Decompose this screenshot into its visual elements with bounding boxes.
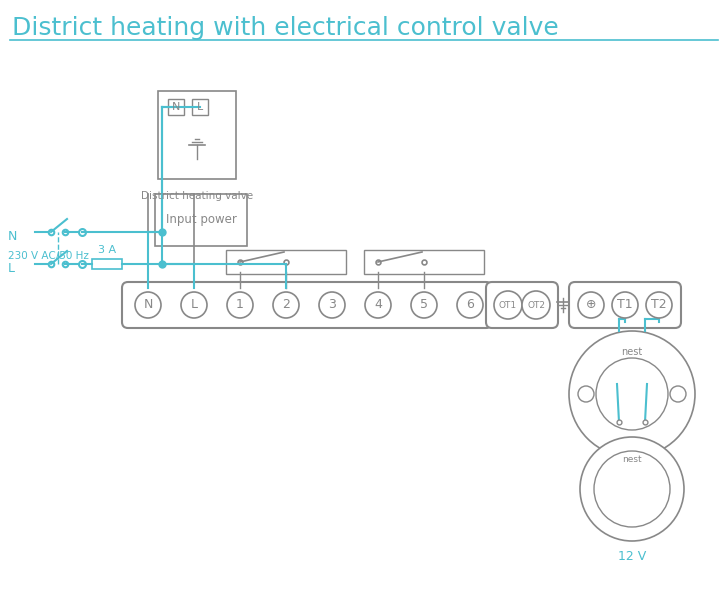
- Circle shape: [612, 292, 638, 318]
- Circle shape: [646, 292, 672, 318]
- Text: 3: 3: [328, 299, 336, 311]
- Text: ⊕: ⊕: [586, 299, 596, 311]
- FancyBboxPatch shape: [92, 259, 122, 269]
- Circle shape: [569, 331, 695, 457]
- Text: L: L: [8, 262, 15, 275]
- Circle shape: [319, 292, 345, 318]
- Text: N: N: [143, 299, 153, 311]
- Circle shape: [457, 292, 483, 318]
- Text: T1: T1: [617, 299, 633, 311]
- Circle shape: [365, 292, 391, 318]
- Text: OT2: OT2: [527, 301, 545, 309]
- Text: L: L: [197, 102, 203, 112]
- Circle shape: [494, 291, 522, 319]
- Circle shape: [181, 292, 207, 318]
- Text: OT1: OT1: [499, 301, 517, 309]
- Circle shape: [522, 291, 550, 319]
- Text: N: N: [8, 230, 17, 243]
- Text: District heating valve: District heating valve: [141, 191, 253, 201]
- FancyBboxPatch shape: [486, 282, 558, 328]
- Text: 5: 5: [420, 299, 428, 311]
- Text: nest: nest: [622, 347, 643, 357]
- Text: T2: T2: [651, 299, 667, 311]
- Text: 4: 4: [374, 299, 382, 311]
- Text: Input power: Input power: [165, 213, 237, 226]
- Text: 230 V AC/50 Hz: 230 V AC/50 Hz: [8, 251, 89, 261]
- Circle shape: [273, 292, 299, 318]
- Text: 3 A: 3 A: [98, 245, 116, 255]
- FancyBboxPatch shape: [168, 99, 184, 115]
- Text: L: L: [191, 299, 197, 311]
- FancyBboxPatch shape: [155, 194, 247, 246]
- Text: nest: nest: [622, 454, 642, 463]
- Text: 1: 1: [236, 299, 244, 311]
- Circle shape: [578, 292, 604, 318]
- Circle shape: [580, 437, 684, 541]
- Circle shape: [670, 386, 686, 402]
- Text: 6: 6: [466, 299, 474, 311]
- FancyBboxPatch shape: [122, 282, 492, 328]
- FancyBboxPatch shape: [364, 250, 484, 274]
- Circle shape: [596, 358, 668, 430]
- Text: District heating with electrical control valve: District heating with electrical control…: [12, 16, 559, 40]
- Circle shape: [411, 292, 437, 318]
- Text: N: N: [172, 102, 181, 112]
- FancyBboxPatch shape: [569, 282, 681, 328]
- FancyBboxPatch shape: [226, 250, 346, 274]
- Text: 2: 2: [282, 299, 290, 311]
- Text: 12 V: 12 V: [618, 551, 646, 564]
- FancyBboxPatch shape: [158, 91, 236, 179]
- Circle shape: [135, 292, 161, 318]
- Circle shape: [578, 386, 594, 402]
- Circle shape: [227, 292, 253, 318]
- FancyBboxPatch shape: [192, 99, 208, 115]
- Circle shape: [594, 451, 670, 527]
